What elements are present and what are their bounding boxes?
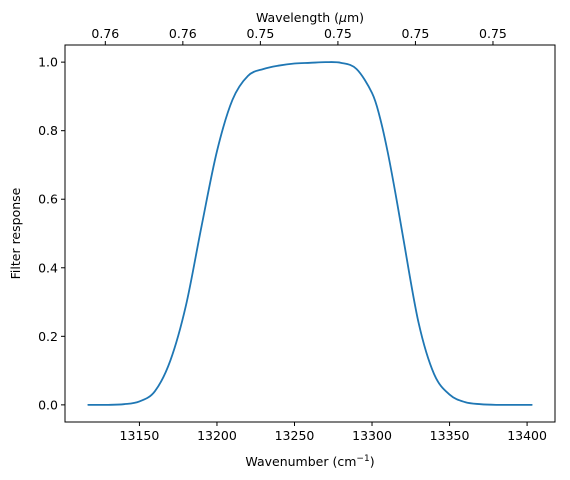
top-x-axis: 0.76 0.76 0.75 0.75 0.75 0.75	[91, 26, 507, 45]
x-tick-label: 13150	[120, 428, 160, 443]
top-x-tick-label: 0.75	[324, 26, 352, 41]
y-axis-title: Filter response	[8, 187, 23, 279]
top-axis-title: Wavelength (μm)	[256, 10, 364, 25]
x-axis-title-text: Wavenumber (cm	[245, 454, 356, 469]
x-tick-label: 13200	[197, 428, 237, 443]
top-x-tick-label: 0.76	[169, 26, 197, 41]
top-axis-title-close: m)	[347, 10, 364, 25]
top-x-tick-label: 0.75	[246, 26, 274, 41]
y-tick-label: 0.2	[38, 329, 58, 344]
top-x-tick-label: 0.75	[479, 26, 507, 41]
top-x-tick-label: 0.75	[402, 26, 430, 41]
y-axis: 0.0 0.2 0.4 0.6 0.8 1.0	[38, 55, 65, 412]
y-tick-label: 0.8	[38, 123, 58, 138]
x-tick-label: 13300	[352, 428, 392, 443]
y-tick-label: 0.4	[38, 260, 58, 275]
y-tick-label: 1.0	[38, 55, 58, 70]
x-tick-label: 13350	[430, 428, 470, 443]
plot-layer	[87, 61, 533, 406]
bottom-x-axis: 13150 13200 13250 13300 13350 13400	[120, 422, 547, 443]
top-x-tick-label: 0.76	[91, 26, 119, 41]
top-axis-title-text: Wavelength (	[256, 10, 339, 25]
x-tick-label: 13250	[275, 428, 315, 443]
x-tick-label: 13400	[507, 428, 547, 443]
filter-response-line	[87, 61, 533, 406]
x-axis-title: Wavenumber (cm−1)	[245, 454, 374, 469]
y-tick-label: 0.6	[38, 192, 58, 207]
x-axis-title-exponent: −1	[356, 454, 369, 464]
x-axis-title-close: )	[370, 454, 375, 469]
plot-frame	[64, 44, 556, 423]
y-tick-label: 0.0	[38, 397, 58, 412]
top-axis-title-mu: μ	[338, 10, 347, 25]
